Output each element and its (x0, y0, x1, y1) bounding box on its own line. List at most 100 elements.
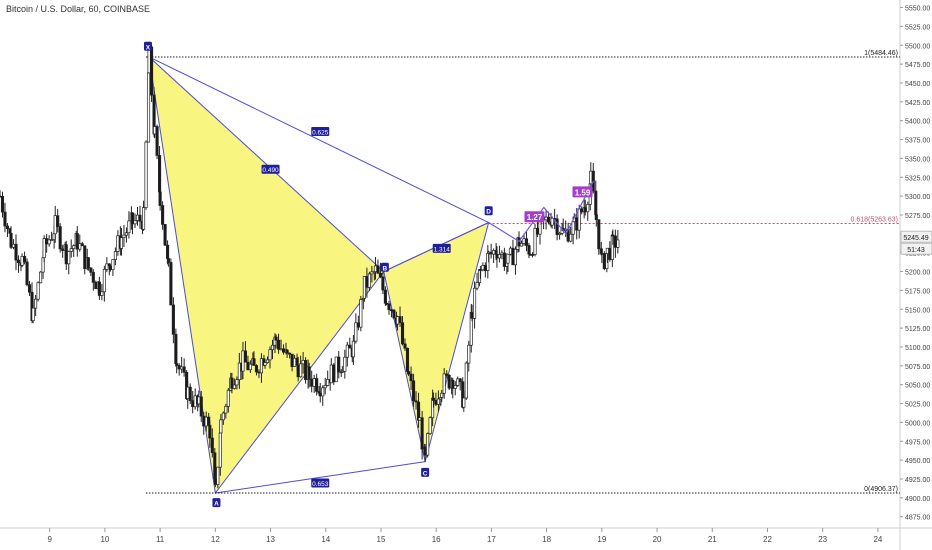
candle-body (487, 251, 491, 254)
time-tick-label: 24 (873, 535, 882, 544)
time-tick-label: 22 (763, 535, 772, 544)
candle-body (544, 216, 548, 221)
candle-body (467, 344, 471, 364)
candle-body (210, 437, 214, 454)
candle-body (5, 225, 10, 230)
candle-body (524, 238, 529, 246)
candle-body (365, 276, 369, 288)
pattern-point-badge (484, 206, 493, 216)
candle-body (279, 348, 283, 351)
candle-body (420, 417, 424, 450)
candle-body (370, 271, 374, 275)
pattern-xab-triangle (148, 55, 385, 495)
candle-body (72, 245, 76, 249)
candle-body (492, 250, 496, 255)
candle-body (312, 378, 316, 387)
candle-body (489, 251, 493, 255)
candle-body (133, 220, 137, 225)
candle-body (288, 352, 292, 355)
candle-body (142, 207, 146, 230)
candle-body (94, 282, 98, 290)
candle-body (583, 207, 587, 213)
candle-body (500, 252, 504, 255)
candle-body (188, 386, 192, 402)
candle-body (378, 272, 382, 278)
candle-body (45, 238, 49, 245)
time-tick-label: 18 (542, 535, 551, 544)
time-tick-label: 13 (266, 535, 275, 544)
candle-body (304, 360, 308, 380)
candle-body (600, 253, 604, 255)
candle-body (528, 253, 532, 256)
candle-body (108, 265, 112, 271)
candle-body (153, 126, 157, 135)
candle-body (608, 247, 612, 260)
candle-body (470, 311, 474, 319)
price-tick-label: 5125.00 (905, 326, 930, 333)
pattern-point-badge (421, 467, 430, 477)
pattern-point-label: D (486, 209, 491, 216)
candle-body (83, 245, 87, 270)
candle-body (138, 214, 142, 222)
candle-body (237, 362, 241, 381)
candle-body (307, 366, 311, 380)
candle-body (418, 417, 422, 421)
fib-ratio-label: 1.27 (527, 213, 543, 222)
candle-body (102, 268, 106, 293)
candle-body (127, 220, 131, 234)
candle-body (158, 155, 162, 193)
pattern-ratio-badge (432, 243, 451, 253)
candle-body (362, 276, 366, 299)
candle-body (290, 353, 294, 367)
price-tick-label: 5000.00 (905, 420, 930, 427)
candle-body (530, 254, 535, 256)
time-tick-label: 14 (321, 535, 330, 544)
candle-body (91, 271, 95, 283)
candle-body (426, 433, 430, 456)
candle-body (241, 350, 245, 372)
candle-body (213, 452, 217, 480)
pattern-xd-line (148, 56, 489, 223)
candle-body (475, 282, 479, 289)
last-price-tag[interactable] (900, 230, 932, 243)
pattern-ratio-badge (261, 164, 280, 174)
candle-body (577, 208, 581, 231)
candle-body (611, 234, 615, 237)
level-label: 0.618(5263.63) (851, 217, 898, 224)
candle-body (414, 400, 418, 403)
candle-body (169, 262, 173, 306)
price-tick-label: 5375.00 (905, 138, 930, 145)
candle-body (86, 257, 90, 269)
candle-body (208, 424, 212, 439)
candle-body (481, 265, 485, 271)
candle-body (80, 243, 84, 247)
candle-body (445, 373, 449, 376)
candle-body (135, 214, 140, 221)
candle-body (199, 396, 203, 417)
candle-body (558, 233, 562, 235)
candle-body (513, 249, 517, 266)
pattern-point-label: B (382, 265, 387, 272)
candle-body (166, 258, 170, 263)
candle-body (97, 281, 101, 296)
candle-body (232, 384, 236, 389)
candle-body (116, 235, 120, 252)
candle-body (337, 356, 341, 373)
candle-body (122, 234, 126, 238)
price-tick-label: 5025.00 (905, 402, 930, 409)
pattern-point-label: A (214, 501, 219, 508)
fib-ratio-badge (524, 211, 545, 223)
price-axis[interactable] (900, 0, 932, 550)
candle-body (39, 271, 43, 284)
price-tick-label: 5150.00 (905, 307, 930, 314)
candle-body (392, 309, 396, 319)
pattern-bcd-triangle (383, 221, 490, 462)
candle-body (451, 379, 455, 389)
candle-body (69, 248, 73, 252)
candle-body (277, 339, 281, 350)
candle-body (166, 244, 170, 259)
countdown-label: 51:43 (907, 247, 925, 254)
candle-body (564, 228, 568, 231)
candle-body (224, 406, 228, 414)
